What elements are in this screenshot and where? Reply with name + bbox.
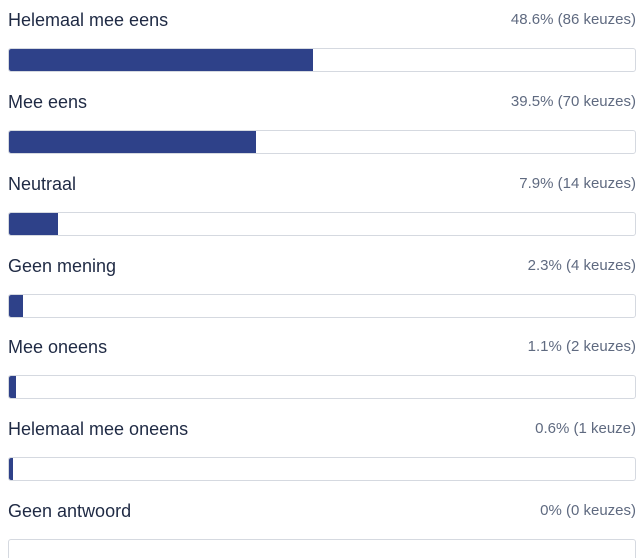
poll-option-header: Mee oneens 1.1% (2 keuzes) bbox=[8, 337, 636, 377]
option-stat: 2.3% (4 keuzes) bbox=[527, 257, 636, 274]
progress-fill bbox=[9, 131, 256, 153]
poll-option-header: Geen antwoord 0% (0 keuzes) bbox=[8, 501, 636, 541]
option-stat: 1.1% (2 keuzes) bbox=[527, 338, 636, 355]
option-stat: 48.6% (86 keuzes) bbox=[510, 11, 636, 28]
option-label: Helemaal mee oneens bbox=[8, 419, 189, 439]
progress-track bbox=[8, 212, 636, 236]
progress-track bbox=[8, 457, 636, 481]
option-stat: 7.9% (14 keuzes) bbox=[519, 175, 636, 192]
progress-fill bbox=[9, 49, 313, 71]
poll-option-header: Neutraal 7.9% (14 keuzes) bbox=[8, 174, 636, 214]
poll-option-header: Mee eens 39.5% (70 keuzes) bbox=[8, 92, 636, 132]
progress-track bbox=[8, 130, 636, 154]
poll-option-helemaal-mee-eens: Helemaal mee eens 48.6% (86 keuzes) bbox=[8, 10, 636, 92]
option-label: Helemaal mee eens bbox=[8, 10, 169, 30]
poll-option-geen-antwoord: Geen antwoord 0% (0 keuzes) bbox=[8, 501, 636, 558]
poll-option-helemaal-mee-oneens: Helemaal mee oneens 0.6% (1 keuze) bbox=[8, 419, 636, 501]
progress-fill bbox=[9, 458, 13, 480]
option-label: Geen mening bbox=[8, 256, 117, 276]
poll-option-header: Helemaal mee oneens 0.6% (1 keuze) bbox=[8, 419, 636, 459]
progress-fill bbox=[9, 295, 23, 317]
poll-option-geen-mening: Geen mening 2.3% (4 keuzes) bbox=[8, 256, 636, 338]
poll-option-mee-oneens: Mee oneens 1.1% (2 keuzes) bbox=[8, 337, 636, 419]
option-label: Mee eens bbox=[8, 92, 88, 112]
progress-track bbox=[8, 48, 636, 72]
option-stat: 39.5% (70 keuzes) bbox=[510, 93, 636, 110]
option-label: Geen antwoord bbox=[8, 501, 132, 521]
progress-track bbox=[8, 375, 636, 399]
progress-fill bbox=[9, 376, 16, 398]
poll-option-neutraal: Neutraal 7.9% (14 keuzes) bbox=[8, 174, 636, 256]
progress-track bbox=[8, 294, 636, 318]
option-label: Mee oneens bbox=[8, 337, 108, 357]
poll-option-mee-eens: Mee eens 39.5% (70 keuzes) bbox=[8, 92, 636, 174]
poll-option-header: Geen mening 2.3% (4 keuzes) bbox=[8, 256, 636, 296]
poll-option-header: Helemaal mee eens 48.6% (86 keuzes) bbox=[8, 10, 636, 50]
progress-fill bbox=[9, 213, 58, 235]
option-label: Neutraal bbox=[8, 174, 77, 194]
option-stat: 0% (0 keuzes) bbox=[540, 502, 636, 519]
progress-track bbox=[8, 539, 636, 558]
option-stat: 0.6% (1 keuze) bbox=[535, 420, 636, 437]
